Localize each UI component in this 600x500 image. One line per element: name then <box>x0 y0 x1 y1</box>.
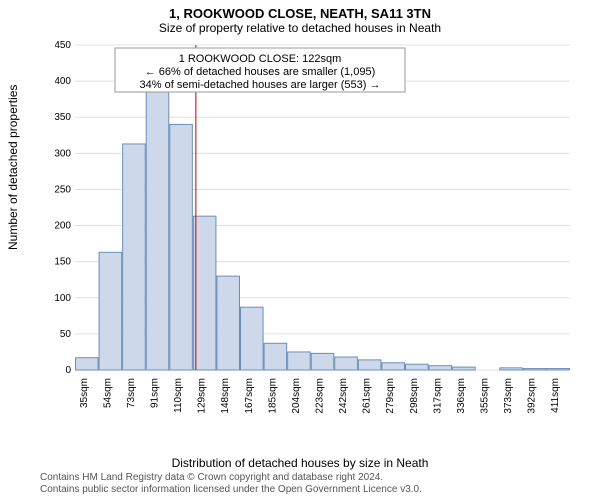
bar <box>406 364 429 370</box>
svg-text:261sqm: 261sqm <box>362 378 373 414</box>
svg-text:204sqm: 204sqm <box>291 378 302 414</box>
attribution-line1: Contains HM Land Registry data © Crown c… <box>40 472 422 484</box>
svg-text:54sqm: 54sqm <box>102 378 113 408</box>
svg-text:100: 100 <box>55 293 71 304</box>
bar <box>217 276 240 370</box>
bar <box>146 81 169 370</box>
bar <box>241 307 264 370</box>
svg-text:223sqm: 223sqm <box>315 378 326 414</box>
y-axis-label: Number of detached properties <box>6 85 20 250</box>
bar <box>123 144 146 370</box>
svg-text:73sqm: 73sqm <box>126 378 137 408</box>
svg-text:298sqm: 298sqm <box>409 378 420 414</box>
svg-text:50: 50 <box>60 329 72 340</box>
svg-text:355sqm: 355sqm <box>480 378 491 414</box>
legend-line3: 34% of semi-detached houses are larger (… <box>140 79 381 91</box>
bar <box>382 363 405 370</box>
svg-text:411sqm: 411sqm <box>550 378 561 413</box>
svg-text:400: 400 <box>55 76 71 87</box>
svg-text:148sqm: 148sqm <box>220 378 231 414</box>
svg-text:317sqm: 317sqm <box>432 378 443 414</box>
chart-title: 1, ROOKWOOD CLOSE, NEATH, SA11 3TN <box>0 0 600 21</box>
bar <box>523 369 546 370</box>
chart-subtitle: Size of property relative to detached ho… <box>0 21 600 35</box>
svg-text:250: 250 <box>55 184 71 195</box>
svg-text:450: 450 <box>55 40 71 51</box>
svg-text:0: 0 <box>65 365 71 376</box>
svg-text:279sqm: 279sqm <box>385 378 396 414</box>
bar <box>193 216 216 370</box>
bar <box>358 360 381 370</box>
svg-text:167sqm: 167sqm <box>244 378 255 414</box>
svg-text:185sqm: 185sqm <box>267 378 278 414</box>
bar <box>547 369 570 370</box>
svg-text:300: 300 <box>55 148 71 159</box>
bar <box>311 353 334 370</box>
bar <box>170 124 193 370</box>
svg-text:392sqm: 392sqm <box>527 378 538 414</box>
bar <box>453 367 476 370</box>
svg-text:242sqm: 242sqm <box>338 378 349 414</box>
bar <box>99 252 122 370</box>
x-axis-label: Distribution of detached houses by size … <box>0 456 600 470</box>
svg-text:150: 150 <box>55 257 71 268</box>
legend-line1: 1 ROOKWOOD CLOSE: 122sqm <box>179 53 342 65</box>
svg-text:350: 350 <box>55 112 71 123</box>
attribution-line2: Contains public sector information licen… <box>40 484 422 496</box>
attribution: Contains HM Land Registry data © Crown c… <box>40 472 422 496</box>
svg-text:110sqm: 110sqm <box>173 378 184 413</box>
svg-text:129sqm: 129sqm <box>197 378 208 414</box>
svg-text:373sqm: 373sqm <box>503 378 514 414</box>
bar <box>76 358 99 370</box>
svg-text:200: 200 <box>55 221 71 232</box>
svg-text:35sqm: 35sqm <box>79 378 90 408</box>
bar <box>429 366 452 370</box>
bar <box>500 368 523 370</box>
bar <box>264 343 287 370</box>
svg-text:91sqm: 91sqm <box>150 378 161 408</box>
histogram-plot: 0 50 100 150 200 250 300 350 400 450 35sqm 54sqm 73… <box>55 40 575 420</box>
bar <box>335 357 358 370</box>
svg-text:336sqm: 336sqm <box>456 378 467 414</box>
bar <box>288 352 311 370</box>
legend-line2: ← 66% of detached houses are smaller (1,… <box>145 66 376 78</box>
